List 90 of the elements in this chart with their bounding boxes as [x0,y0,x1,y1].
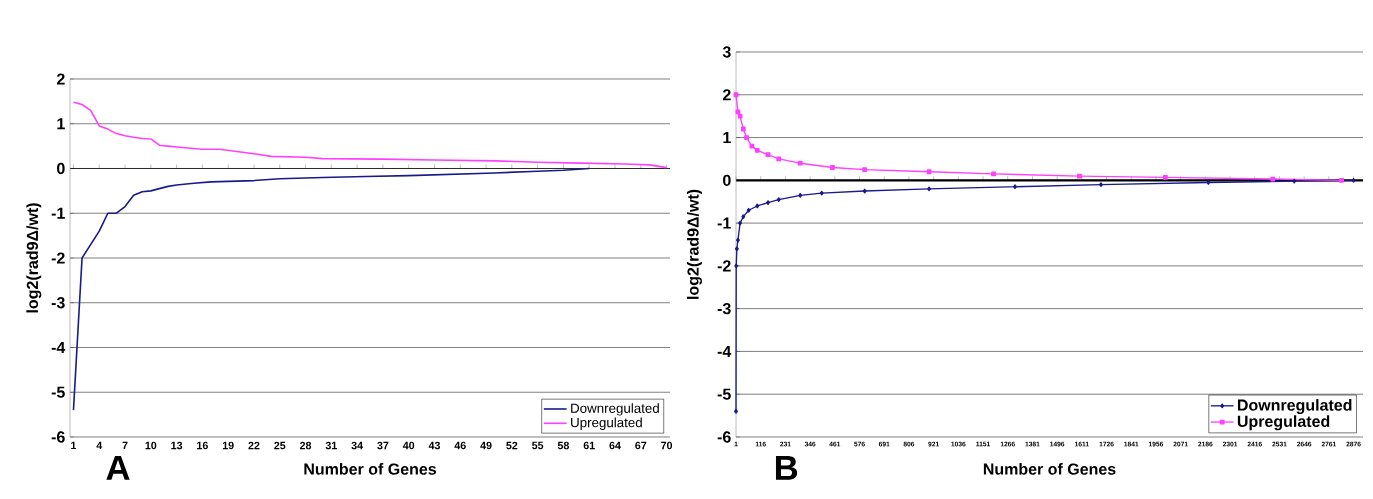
y-tick-label: 2 [722,89,731,101]
text: A [106,455,130,480]
y-tick-label: 1 [723,132,731,144]
y-tick-label: -4 [51,341,66,353]
x-tick-label: 34 [351,441,363,450]
point [862,167,868,173]
point [798,192,803,198]
point [765,152,771,158]
point [1270,176,1276,182]
point [776,197,781,202]
x-tick-label: 28 [299,441,312,450]
point [734,246,739,252]
x-tick-label: 64 [609,441,621,450]
x-axis-title: Number of Genes [304,463,437,475]
y-axis-title: log2(rad9Δ/wt) [686,189,702,299]
x-tick-label: 25 [274,441,286,450]
y-tick-label: -6 [51,431,65,443]
point [1162,174,1168,180]
x-tick-label: 55 [532,441,544,450]
point [740,126,746,132]
y-tick-label: -3 [717,302,731,315]
point [744,135,749,140]
x-tick-label: 4 [96,441,103,450]
point [1339,177,1344,183]
point [991,171,996,177]
text: B [775,455,798,480]
y-tick-label: -2 [717,260,731,272]
point [1206,180,1211,185]
x-tick-label: 43 [428,441,441,450]
y-tick-label: 2 [56,73,65,85]
x-tick-label: 37 [377,441,389,450]
point [755,203,760,209]
legend-label: Upregulated [1237,415,1330,431]
y-tick-label: -4 [717,345,732,357]
point [862,188,867,194]
legend-label: Upregulated [571,417,642,430]
point [737,113,743,119]
y-tick-label: -1 [717,217,731,229]
y-tick-label: 0 [723,174,731,186]
point [746,207,751,213]
point [741,214,746,220]
point [776,156,782,162]
y-tick-label: -5 [717,388,731,400]
x-tick-label: 22 [248,441,260,450]
point [735,109,741,115]
point [733,92,739,98]
y-tick-label: 1 [57,118,65,130]
x-tick-label: 7 [122,441,128,450]
x-tick-label: 1 [71,441,77,450]
x-tick-label: 31 [325,441,337,450]
y-tick-label: -1 [51,207,65,219]
y-tick-label: 3 [722,46,731,58]
point [735,237,740,243]
x-tick-label: 40 [402,441,415,450]
y-tick-label: -6 [717,431,731,443]
x-tick-label: 10 [145,441,157,450]
point [734,263,739,269]
point [1077,173,1082,179]
point [927,186,932,192]
x-tick-label: 58 [557,441,570,450]
x-tick-label: 70 [661,441,673,450]
legend-label: Downregulated [571,403,659,416]
point [749,143,755,149]
x-tick-label: 61 [583,441,595,450]
point [754,147,760,153]
point [1013,184,1017,190]
legend-label: Downregulated [1237,399,1352,414]
point [1351,177,1356,183]
x-tick-label: 52 [506,441,518,450]
y-tick-label: -3 [51,297,65,309]
point [926,169,932,175]
point [738,220,743,226]
x-tick-label: 13 [171,441,183,450]
point [830,165,835,170]
point [1292,178,1297,184]
x-tick-label: 16 [197,441,208,450]
x-tick-label: 19 [222,441,234,450]
y-tick-label: -5 [51,386,65,398]
x-tick-label: 46 [454,441,466,450]
x-tick-label: 49 [480,441,492,450]
point [1098,182,1103,188]
y-tick-label: 0 [57,162,65,175]
point [734,408,738,414]
x-axis-title: Number of Genes [983,463,1116,475]
y-tick-label: -2 [51,252,65,264]
point [797,160,803,166]
point [766,200,770,205]
point [819,190,824,196]
y-axis-title: log2(rad9Δ/wt) [26,203,42,313]
x-tick-label: 67 [635,441,647,450]
